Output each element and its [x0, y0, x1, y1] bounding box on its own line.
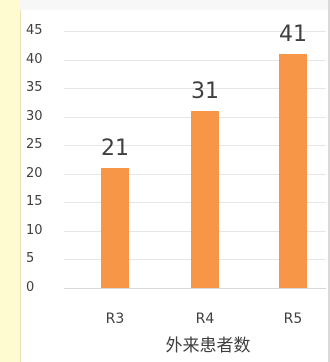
y-tick-label: 10 — [26, 223, 43, 238]
y-tick-label: 15 — [26, 194, 43, 209]
y-tick-label: 25 — [26, 137, 43, 152]
y-tick-label: 35 — [26, 80, 43, 95]
bar-r3 — [101, 168, 129, 288]
gridline-0 — [64, 288, 326, 289]
gridline-45 — [64, 31, 326, 32]
bar-value-label: 41 — [279, 21, 307, 47]
plot-area — [28, 10, 328, 362]
y-tick-label: 0 — [26, 280, 35, 295]
x-category-label: R5 — [283, 311, 303, 327]
x-category-label: R4 — [195, 311, 215, 327]
gridline-40 — [64, 60, 326, 61]
y-tick-label: 30 — [26, 109, 43, 124]
bar-r5 — [279, 53, 307, 288]
left-margin-band — [0, 0, 21, 362]
x-category-label: R3 — [105, 311, 125, 327]
y-tick-label: 45 — [26, 23, 43, 38]
bar-r4 — [191, 110, 219, 288]
x-axis-title: 外来患者数 — [165, 336, 251, 356]
gridline-35 — [64, 88, 326, 89]
right-edge-border — [328, 0, 330, 362]
bar-value-label: 31 — [191, 78, 219, 104]
y-tick-label: 20 — [26, 166, 43, 181]
y-tick-label: 5 — [26, 251, 35, 266]
y-tick-label: 40 — [26, 52, 43, 67]
bar-value-label: 21 — [101, 136, 129, 162]
top-edge-strip — [20, 0, 330, 10]
